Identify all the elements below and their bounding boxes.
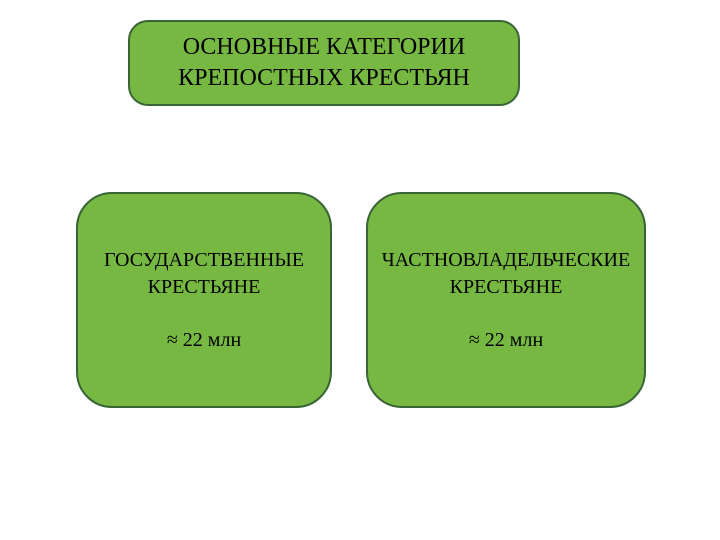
category-box-state-peasants: ГОСУДАРСТВЕННЫЕ КРЕСТЬЯНЕ ≈ 22 млн — [76, 192, 332, 408]
category-box-private-peasants: ЧАСТНОВЛАДЕЛЬЧЕСКИЕ КРЕСТЬЯНЕ ≈ 22 млн — [366, 192, 646, 408]
title-line-1: ОСНОВНЫЕ КАТЕГОРИИ — [183, 32, 465, 63]
category-count: ≈ 22 млн — [469, 327, 543, 354]
category-label: ЧАСТНОВЛАДЕЛЬЧЕСКИЕ КРЕСТЬЯНЕ — [382, 247, 630, 301]
diagram-canvas: ОСНОВНЫЕ КАТЕГОРИИ КРЕПОСТНЫХ КРЕСТЬЯН Г… — [0, 0, 720, 540]
title-line-2: КРЕПОСТНЫХ КРЕСТЬЯН — [178, 63, 470, 94]
category-count: ≈ 22 млн — [167, 327, 241, 354]
category-label: ГОСУДАРСТВЕННЫЕ КРЕСТЬЯНЕ — [104, 247, 304, 301]
title-box: ОСНОВНЫЕ КАТЕГОРИИ КРЕПОСТНЫХ КРЕСТЬЯН — [128, 20, 520, 106]
